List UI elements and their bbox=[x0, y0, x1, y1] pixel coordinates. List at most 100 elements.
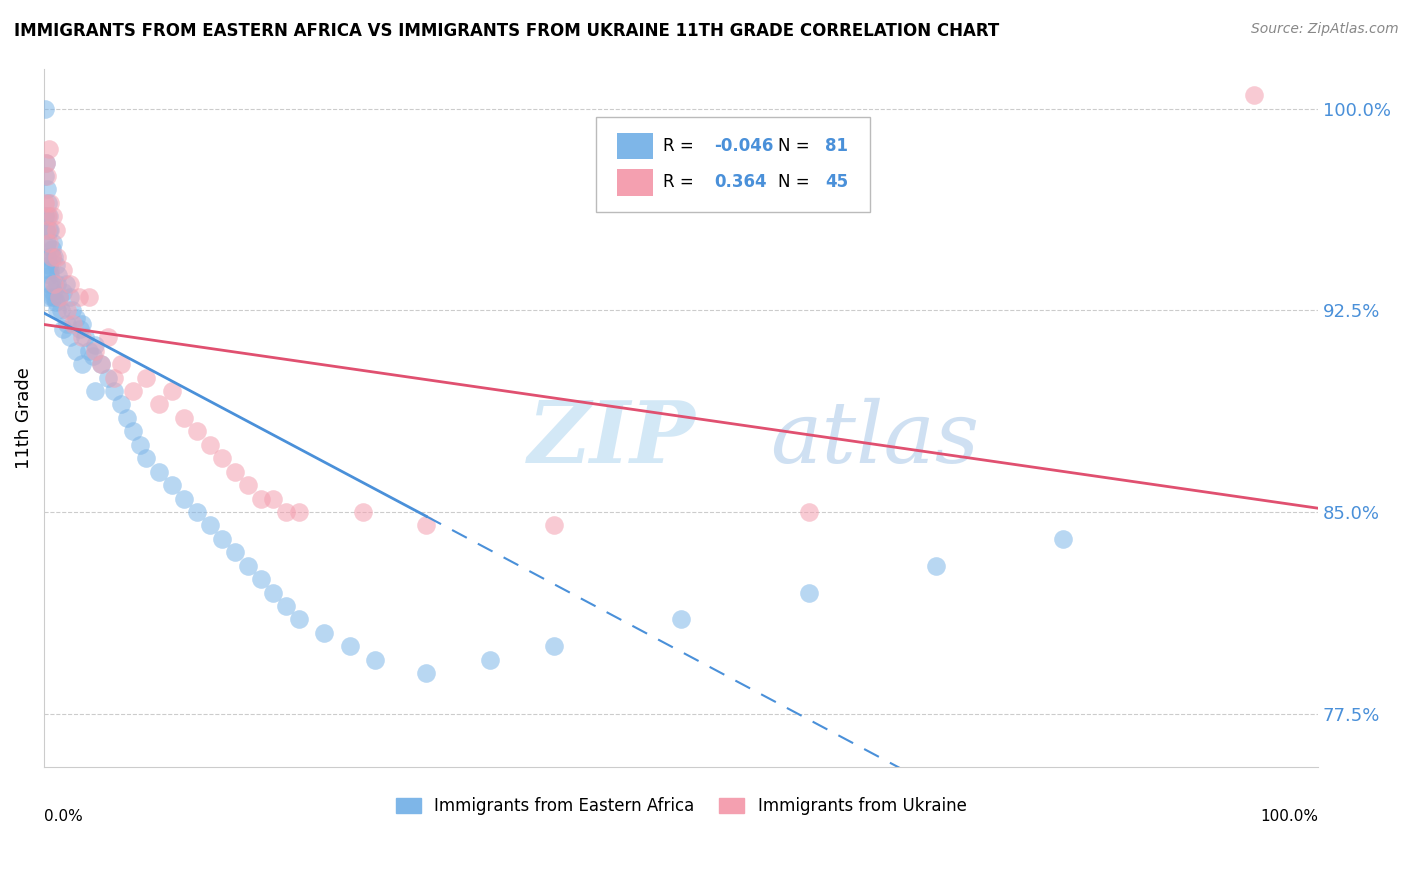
Point bbox=[135, 370, 157, 384]
Point bbox=[148, 465, 170, 479]
Point bbox=[35, 155, 58, 169]
Bar bbox=[617, 169, 654, 195]
Point bbox=[1052, 532, 1074, 546]
Point bbox=[39, 195, 62, 210]
Y-axis label: 11th Grade: 11th Grade bbox=[15, 367, 32, 469]
Point bbox=[103, 370, 125, 384]
Point bbox=[37, 263, 59, 277]
Point bbox=[58, 277, 80, 291]
Point bbox=[72, 330, 94, 344]
Point bbox=[72, 357, 94, 371]
Point bbox=[262, 491, 284, 506]
Point bbox=[35, 250, 58, 264]
Point bbox=[160, 478, 183, 492]
Point bbox=[797, 585, 820, 599]
Point bbox=[49, 303, 72, 318]
Bar bbox=[617, 133, 654, 160]
Text: 0.364: 0.364 bbox=[714, 173, 766, 192]
Point bbox=[224, 465, 246, 479]
Point bbox=[82, 349, 104, 363]
Text: N =: N = bbox=[778, 173, 815, 192]
Point bbox=[48, 290, 70, 304]
Point bbox=[797, 505, 820, 519]
Point bbox=[42, 210, 65, 224]
Point bbox=[77, 343, 100, 358]
Point bbox=[249, 572, 271, 586]
Point bbox=[37, 169, 59, 183]
Point bbox=[173, 491, 195, 506]
Point bbox=[34, 195, 56, 210]
Point bbox=[73, 330, 96, 344]
Point bbox=[65, 311, 87, 326]
Text: 81: 81 bbox=[825, 137, 848, 155]
Point bbox=[55, 277, 77, 291]
Point bbox=[211, 451, 233, 466]
Point bbox=[479, 653, 502, 667]
Point bbox=[288, 505, 311, 519]
Point bbox=[38, 223, 60, 237]
Point bbox=[276, 599, 298, 613]
Point bbox=[135, 451, 157, 466]
Point bbox=[65, 343, 87, 358]
Text: -0.046: -0.046 bbox=[714, 137, 773, 155]
Point bbox=[41, 290, 63, 304]
Point bbox=[37, 195, 59, 210]
Point bbox=[62, 317, 84, 331]
Point bbox=[97, 370, 120, 384]
Point bbox=[52, 263, 75, 277]
Point bbox=[352, 505, 374, 519]
Point bbox=[128, 438, 150, 452]
Point bbox=[77, 290, 100, 304]
Point bbox=[415, 518, 437, 533]
Point bbox=[41, 250, 63, 264]
Point bbox=[186, 505, 208, 519]
Point bbox=[84, 384, 107, 398]
Text: N =: N = bbox=[778, 137, 815, 155]
Point bbox=[67, 290, 90, 304]
Point bbox=[45, 277, 67, 291]
Point bbox=[84, 338, 107, 352]
Point bbox=[72, 317, 94, 331]
Text: atlas: atlas bbox=[770, 398, 980, 480]
Point bbox=[103, 384, 125, 398]
Point bbox=[37, 182, 59, 196]
Point bbox=[45, 295, 67, 310]
Point bbox=[276, 505, 298, 519]
Point bbox=[364, 653, 387, 667]
Point bbox=[160, 384, 183, 398]
Point bbox=[1243, 88, 1265, 103]
Point bbox=[44, 277, 66, 291]
Point bbox=[198, 438, 221, 452]
Point bbox=[44, 250, 66, 264]
Point bbox=[122, 425, 145, 439]
Point bbox=[38, 210, 60, 224]
Point bbox=[34, 210, 56, 224]
Point bbox=[35, 223, 58, 237]
Point bbox=[37, 236, 59, 251]
Point bbox=[198, 518, 221, 533]
Point bbox=[38, 268, 60, 283]
Point bbox=[543, 640, 565, 654]
Point bbox=[45, 258, 67, 272]
Text: 100.0%: 100.0% bbox=[1260, 809, 1319, 824]
Point bbox=[236, 558, 259, 573]
Text: 45: 45 bbox=[825, 173, 848, 192]
Point bbox=[35, 155, 58, 169]
Point bbox=[173, 410, 195, 425]
Point bbox=[44, 290, 66, 304]
Text: R =: R = bbox=[664, 173, 699, 192]
Point bbox=[38, 277, 60, 291]
Point bbox=[115, 410, 138, 425]
Text: 0.0%: 0.0% bbox=[44, 809, 83, 824]
Point bbox=[69, 322, 91, 336]
Point bbox=[262, 585, 284, 599]
Point bbox=[314, 626, 336, 640]
Point bbox=[110, 357, 132, 371]
Point bbox=[35, 290, 58, 304]
Point bbox=[122, 384, 145, 398]
Point bbox=[84, 343, 107, 358]
Point bbox=[48, 290, 70, 304]
Point bbox=[34, 169, 56, 183]
Point bbox=[39, 263, 62, 277]
Point bbox=[38, 258, 60, 272]
